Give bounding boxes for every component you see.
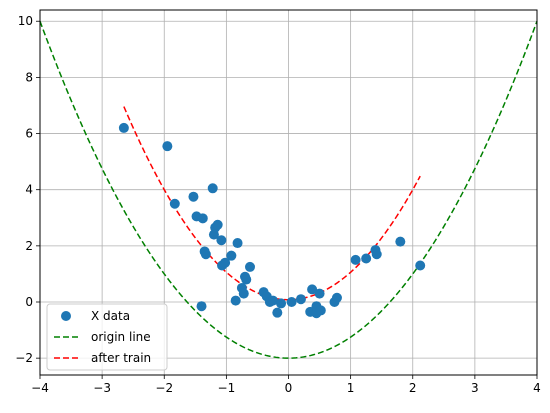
data-point (238, 288, 249, 299)
data-point (295, 294, 306, 305)
data-point (118, 122, 129, 133)
data-point (331, 292, 342, 303)
data-point (162, 141, 173, 152)
x-tick-label: 2 (409, 381, 417, 395)
y-tick-label: 10 (18, 14, 33, 28)
data-point (207, 183, 218, 194)
legend-marker-x-data (61, 311, 71, 321)
legend-label-after-train: after train (91, 351, 151, 365)
legend: X data origin line after train (46, 303, 168, 371)
x-tick-label: 0 (285, 381, 293, 395)
data-point (267, 295, 278, 306)
data-point (350, 254, 361, 265)
data-point (241, 274, 252, 285)
data-point (232, 238, 243, 249)
x-tick-label: −1 (218, 381, 236, 395)
data-point (226, 250, 237, 261)
data-point (314, 288, 325, 299)
legend-label-x-data: X data (91, 309, 130, 323)
x-axis-ticks: −4 −3 −2 −1 0 1 2 3 4 (31, 375, 541, 395)
x-tick-label: 3 (471, 381, 479, 395)
legend-box (46, 303, 168, 371)
x-tick-label: −3 (93, 381, 111, 395)
y-axis-ticks: −2 0 2 4 6 8 10 (15, 14, 40, 365)
data-point (208, 229, 219, 240)
data-point (315, 305, 326, 316)
legend-label-origin-line: origin line (91, 330, 151, 344)
data-point (272, 307, 283, 318)
data-point (188, 191, 199, 202)
y-tick-label: 4 (25, 183, 33, 197)
y-tick-label: 8 (25, 70, 33, 84)
data-point (216, 235, 227, 246)
data-point (200, 249, 211, 260)
x-tick-label: 4 (533, 381, 541, 395)
y-tick-label: 0 (25, 295, 33, 309)
data-point (371, 249, 382, 260)
series-line-origin-line (39, 20, 538, 359)
x-tick-label: −4 (31, 381, 49, 395)
data-point (307, 284, 318, 295)
x-tick-label: −2 (155, 381, 173, 395)
data-point (276, 298, 287, 309)
data-point (220, 257, 231, 268)
data-point (415, 260, 426, 271)
data-point (286, 297, 297, 307)
x-tick-label: 1 (347, 381, 355, 395)
y-tick-label: −2 (15, 351, 33, 365)
data-point (244, 261, 255, 272)
data-point (212, 219, 223, 230)
data-point (395, 236, 406, 247)
y-tick-label: 2 (25, 239, 33, 253)
scatter-points (118, 122, 426, 319)
data-point (169, 198, 180, 209)
data-point (197, 213, 208, 224)
data-point (361, 253, 372, 264)
y-tick-label: 6 (25, 127, 33, 141)
data-point (196, 301, 207, 312)
data-point (230, 295, 241, 306)
